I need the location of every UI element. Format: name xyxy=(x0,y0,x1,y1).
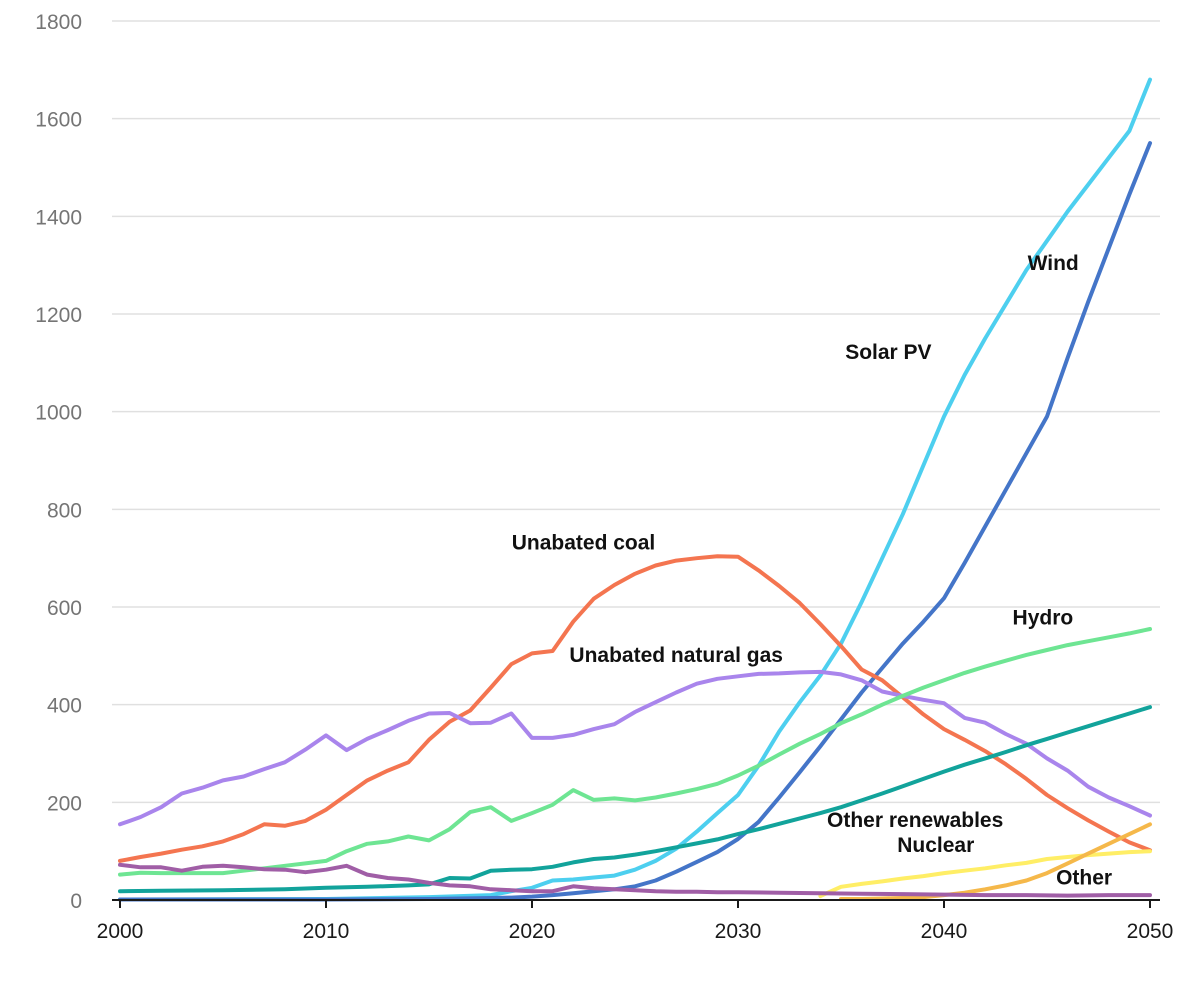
y-tick-label: 800 xyxy=(47,499,82,522)
series-line-hydro xyxy=(118,627,1152,877)
series-line-nuclear xyxy=(818,849,1152,899)
x-tick-label: 2000 xyxy=(97,920,144,943)
series-label: Hydro xyxy=(1013,607,1074,630)
x-tick-label: 2030 xyxy=(715,920,762,943)
series-label: Wind xyxy=(1028,252,1079,275)
gridlines xyxy=(112,20,1160,804)
y-tick-label: 0 xyxy=(70,890,82,913)
y-tick-label: 1400 xyxy=(35,206,82,229)
x-tick-label: 2020 xyxy=(509,920,556,943)
x-tick-label: 2040 xyxy=(921,920,968,943)
series-label: Other renewables xyxy=(827,809,1003,832)
x-axis-ticks: 2000 2010 2020 2030 2040 2050 xyxy=(97,900,1174,943)
series-label: Unabated coal xyxy=(512,531,656,554)
series-lines xyxy=(118,77,1152,902)
y-axis-ticks: 0 200 400 600 800 1000 1200 1400 1600 1800 xyxy=(35,11,82,913)
series-line-solar-pv xyxy=(118,77,1152,902)
x-tick-label: 2010 xyxy=(303,920,350,943)
x-tick-label: 2050 xyxy=(1127,920,1174,943)
series-label: Nuclear xyxy=(897,834,974,857)
y-tick-label: 200 xyxy=(47,792,82,815)
series-line-wind xyxy=(118,141,1152,902)
y-tick-label: 1800 xyxy=(35,11,82,34)
series-line-series-7 xyxy=(839,822,1152,901)
y-tick-label: 1000 xyxy=(35,402,82,425)
series-annotations: Wind Solar PV Unabated coal Hydro Unabated n… xyxy=(512,252,1112,889)
y-tick-label: 600 xyxy=(47,597,82,620)
series-line-other xyxy=(118,862,1152,898)
series-label: Other xyxy=(1056,866,1112,889)
series-line-unabated-natural-gas xyxy=(118,669,1152,827)
y-tick-label: 1200 xyxy=(35,304,82,327)
y-tick-label: 1600 xyxy=(35,109,82,132)
y-tick-label: 400 xyxy=(47,695,82,718)
series-label: Unabated natural gas xyxy=(569,644,783,667)
series-label: Solar PV xyxy=(845,341,931,364)
series-line-unabated-coal xyxy=(118,554,1152,863)
